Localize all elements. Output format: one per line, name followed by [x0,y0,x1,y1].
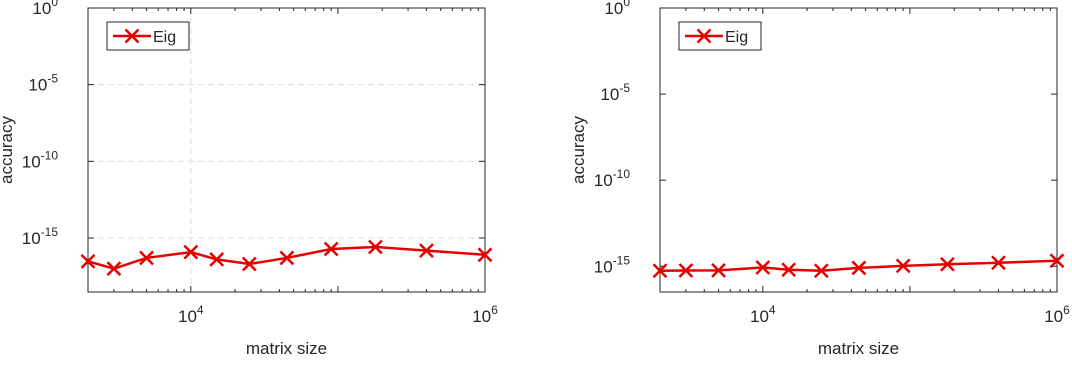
y-tick-label-1: 100 [32,0,58,18]
x-tick-label-2: 106 [472,303,498,326]
legend-label: Eig [725,29,748,46]
series-eig [652,253,1065,279]
axes-box [87,7,486,293]
data-point-8 [323,241,339,257]
data-point-1 [652,263,668,279]
data-point-10 [419,243,434,259]
data-point-1 [80,253,96,269]
y-tick-label-2: 10-5 [600,81,630,104]
x-axis-label: matrix size [246,339,327,358]
data-point-9 [368,239,383,255]
data-point-5 [781,262,797,278]
data-point-3 [711,262,726,278]
axes-box [659,7,1058,293]
y-tick-label-4: 10-15 [22,225,59,248]
y-tick-label-3: 10-10 [22,148,59,171]
data-point-11 [477,247,493,263]
legend-label: Eig [153,29,176,46]
legend: Eig [678,21,762,51]
y-axis-label: accuracy [0,115,16,184]
y-axis-label: accuracy [569,115,588,184]
minor-ticks [659,7,1058,292]
chart-1: 104 106 100 10-5 10-10 10-15 matrix size accura… [0,0,498,358]
legend-marker [696,28,712,44]
data-point-2 [106,261,122,277]
y-tick-label-2: 10-5 [28,72,58,95]
y-tick-label-3: 10-10 [594,167,631,190]
chart-2: 104 106 100 10-5 10-10 10-15 matrix size accura… [569,0,1070,358]
x-tick-label-1: 104 [750,303,776,326]
data-point-11 [1049,253,1065,269]
data-point-6 [241,256,257,272]
data-point-10 [991,255,1006,271]
y-tick-label-1: 100 [604,0,630,18]
data-point-6 [813,263,829,279]
x-axis-label: matrix size [818,339,899,358]
x-tick-label-1: 104 [178,303,204,326]
data-point-5 [209,252,225,267]
data-point-4 [755,260,771,275]
x-tick-label-2: 106 [1044,303,1070,326]
data-point-3 [139,250,154,266]
legend-marker [124,28,140,44]
data-point-9 [940,256,955,272]
data-point-7 [279,250,295,266]
data-point-4 [183,244,199,260]
y-tick-label-4: 10-15 [594,253,631,276]
data-point-8 [895,258,911,274]
series-eig [80,239,493,277]
data-point-7 [851,260,867,276]
data-point-2 [678,263,694,278]
legend: Eig [106,21,190,51]
